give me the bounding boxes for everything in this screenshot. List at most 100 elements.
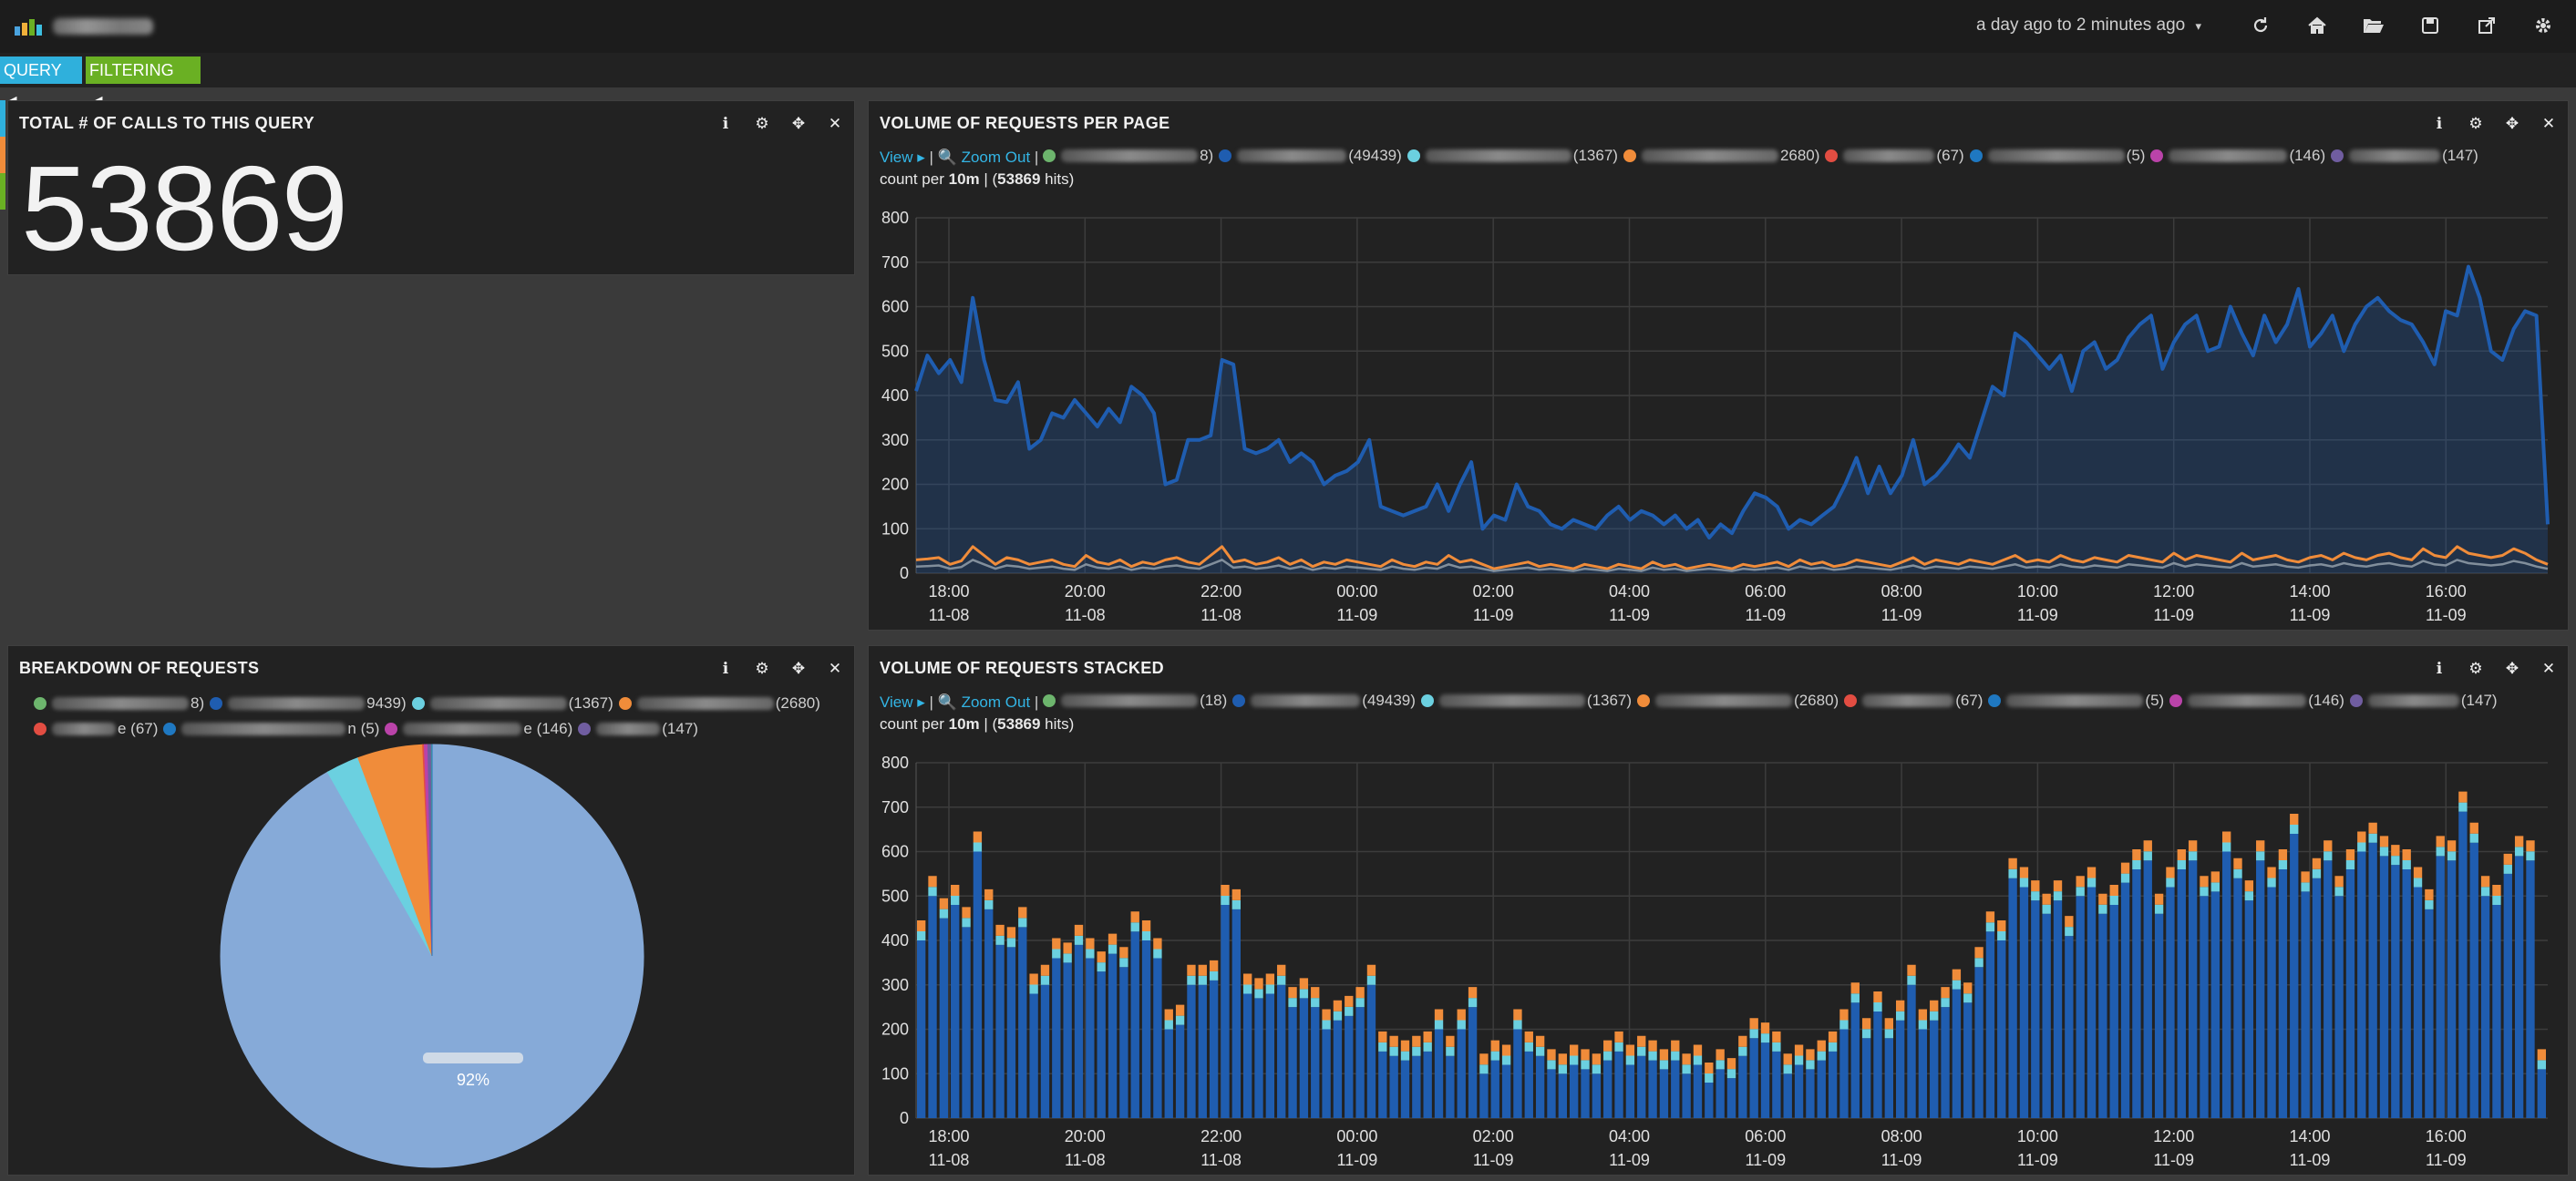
bar-segment-main — [2098, 913, 2107, 1118]
hits-suffix: hits) — [1040, 715, 1075, 733]
bar-segment-orange — [2087, 867, 2097, 878]
bar-segment-orange — [1457, 1009, 1466, 1021]
zoom-icon: 🔍 — [937, 149, 957, 166]
legend-item[interactable]: 8) — [1043, 147, 1213, 165]
folder-open-icon[interactable] — [2357, 13, 2390, 38]
share-icon[interactable] — [2470, 13, 2503, 38]
bar-segment-main — [2425, 909, 2434, 1118]
bar-segment-main — [1997, 940, 2006, 1118]
move-icon[interactable]: ✥ — [791, 115, 806, 132]
home-icon[interactable] — [2301, 13, 2334, 38]
info-icon[interactable]: ℹ — [2436, 660, 2443, 677]
legend-item[interactable]: (18) — [1043, 692, 1227, 710]
view-menu[interactable]: View ▸ — [880, 693, 925, 711]
legend-item[interactable]: (146) — [2169, 692, 2344, 710]
move-icon[interactable]: ✥ — [791, 660, 806, 677]
bar-segment-orange — [962, 907, 971, 919]
legend-item[interactable]: (2680) — [1637, 692, 1839, 710]
caret-down-icon: ▾ — [2195, 19, 2202, 33]
legend-item[interactable]: (147) — [2349, 692, 2498, 710]
filtering-toggle-button[interactable]: FILTERING ◀ — [86, 56, 201, 106]
legend-item[interactable]: 2680) — [1623, 147, 1819, 165]
legend-item[interactable]: (1367) — [1420, 692, 1632, 710]
legend-item[interactable]: (49439) — [1219, 147, 1402, 165]
zoom-out-button[interactable]: 🔍 Zoom Out — [938, 693, 1031, 711]
close-icon[interactable]: ✕ — [828, 115, 842, 132]
bar-segment-cyan — [2065, 927, 2074, 937]
legend-item[interactable]: (147) — [2331, 147, 2478, 165]
bar-segment-orange — [1974, 947, 1984, 959]
legend-count: 8) — [1200, 147, 1214, 164]
bar-segment-orange — [1603, 1040, 1613, 1052]
legend-name-redacted — [1862, 694, 1954, 707]
area-chart[interactable]: 0 100 200 300 400 500 600 700 800 18:00 11-08 20:00… — [869, 192, 2570, 630]
legend-item[interactable]: (49439) — [1232, 692, 1416, 710]
refresh-icon[interactable] — [2244, 13, 2277, 38]
close-icon[interactable]: ✕ — [2541, 660, 2556, 677]
legend-name-redacted — [1251, 694, 1361, 707]
y-tick-label: 100 — [881, 519, 909, 538]
bar-segment-orange — [1029, 973, 1038, 985]
zoom-out-button[interactable]: 🔍 Zoom Out — [938, 149, 1031, 166]
bar-segment-main — [2019, 887, 2029, 1118]
info-icon[interactable]: ℹ — [2436, 115, 2443, 132]
bar-segment-orange — [1941, 987, 1950, 999]
bar-segment-cyan — [1063, 953, 1072, 963]
view-menu[interactable]: View ▸ — [880, 149, 925, 166]
bar-segment-cyan — [1884, 1029, 1893, 1039]
x-tick-time: 12:00 — [2153, 1127, 2194, 1145]
legend-item[interactable]: e (146) — [385, 717, 572, 741]
pie-chart[interactable]: 92% — [8, 737, 856, 1175]
legend-dot-icon — [210, 697, 223, 710]
bar-segment-main — [1873, 1012, 1882, 1118]
legend-dot-icon — [385, 723, 398, 735]
legend-item[interactable]: (67) — [1825, 147, 1964, 165]
legend-item[interactable]: (5) — [1969, 147, 2145, 165]
gear-icon[interactable]: ⚙ — [2468, 660, 2483, 677]
series-line-orange — [915, 545, 2549, 570]
time-range-picker[interactable]: a day ago to 2 minutes ago ▾ — [1976, 15, 2201, 36]
close-icon[interactable]: ✕ — [828, 660, 842, 677]
logo-icon[interactable] — [15, 15, 51, 36]
legend-item[interactable]: (1367) — [411, 692, 613, 715]
bar-segment-orange — [1535, 1035, 1545, 1047]
legend-name-redacted — [596, 723, 661, 735]
bar-segment-main — [1861, 1038, 1871, 1118]
bar-segment-main — [1581, 1069, 1590, 1118]
legend-item[interactable]: (146) — [2150, 147, 2325, 165]
y-tick-label: 500 — [881, 342, 909, 360]
bar-segment-cyan — [1637, 1046, 1646, 1056]
gear-icon[interactable]: ⚙ — [2468, 115, 2483, 132]
bar-segment-orange — [2492, 885, 2501, 896]
legend-item[interactable]: 9439) — [210, 692, 407, 715]
legend-item[interactable]: 8) — [34, 692, 204, 715]
legend-item[interactable]: e (67) — [34, 717, 158, 741]
legend-item[interactable]: (2680) — [618, 692, 820, 715]
bar-segment-orange — [2469, 822, 2478, 834]
stacked-bar-chart[interactable]: 0 100 200 300 400 500 600 700 800 18:00 11-08 20:00… — [869, 737, 2570, 1175]
gear-icon[interactable]: ⚙ — [755, 660, 769, 677]
save-icon[interactable] — [2414, 13, 2447, 38]
bar-segment-cyan — [1861, 1029, 1871, 1039]
legend-dot-icon — [618, 697, 632, 710]
move-icon[interactable]: ✥ — [2505, 115, 2519, 132]
settings-icon[interactable] — [2527, 13, 2560, 38]
legend-item[interactable]: (67) — [1844, 692, 1983, 710]
bar-segment-cyan — [2290, 825, 2299, 834]
query-toggle-button[interactable]: QUERY ◀ — [0, 56, 82, 106]
legend-item[interactable]: (1367) — [1406, 147, 1618, 165]
info-icon[interactable]: ℹ — [722, 115, 729, 132]
bar-segment-cyan — [1231, 899, 1241, 909]
close-icon[interactable]: ✕ — [2541, 115, 2556, 132]
bar-segment-cyan — [2514, 847, 2524, 857]
bar-segment-orange — [1187, 964, 1196, 976]
move-icon[interactable]: ✥ — [2505, 660, 2519, 677]
legend-name-redacted — [1061, 149, 1199, 162]
legend-item[interactable]: (147) — [578, 717, 698, 741]
legend-item[interactable]: n (5) — [163, 717, 379, 741]
x-tick-time: 10:00 — [2017, 582, 2058, 601]
gear-icon[interactable]: ⚙ — [755, 115, 769, 132]
info-icon[interactable]: ℹ — [722, 660, 729, 677]
legend-item[interactable]: (5) — [1988, 692, 2164, 710]
bar-segment-orange — [1221, 885, 1230, 896]
